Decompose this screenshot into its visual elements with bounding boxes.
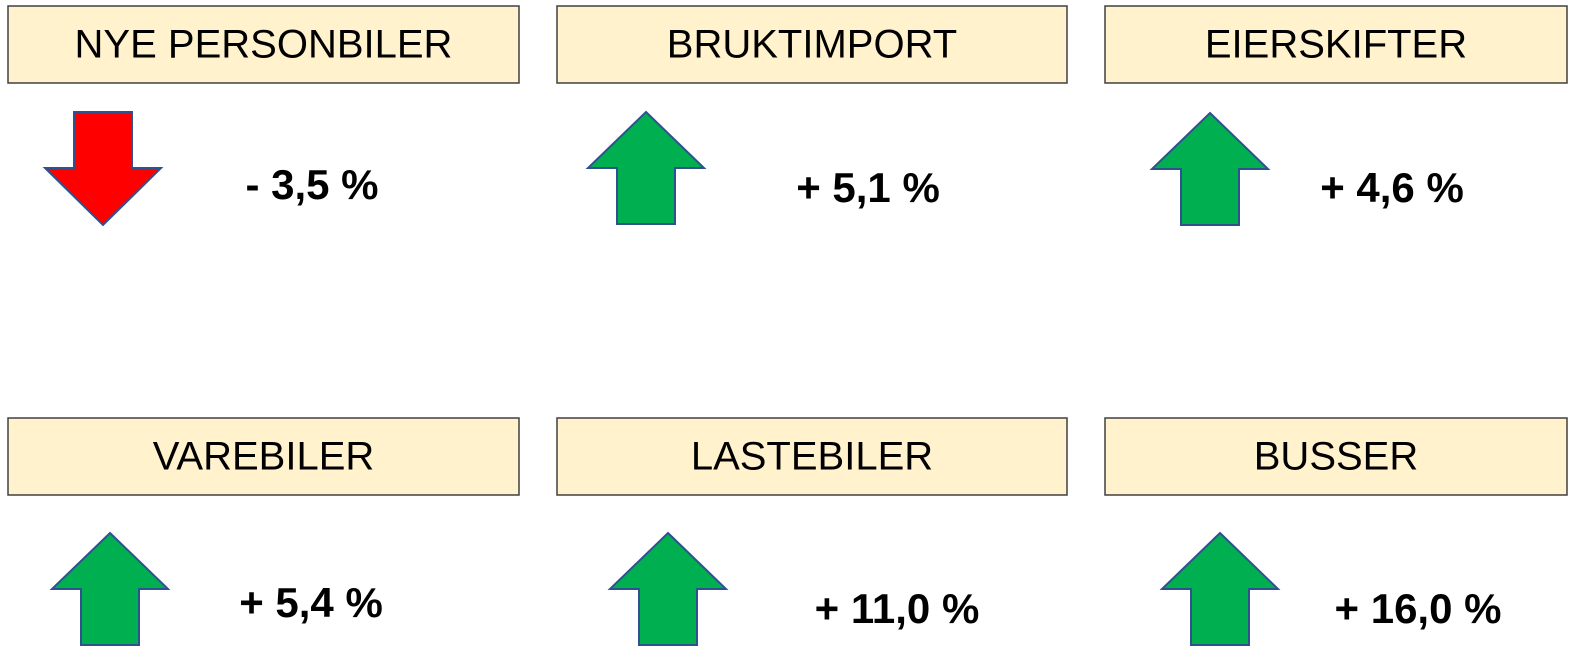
label-box [556,5,1068,84]
change-value: + 11,0 % [815,585,980,632]
change-value: + 5,1 % [796,164,940,211]
arrow-up [585,110,707,225]
label-box [1104,417,1568,496]
category-label: EIERSKIFTER [1205,23,1467,67]
category-label: VAREBILER [153,435,375,479]
category-label: LASTEBILER [691,435,933,479]
arrow-up [607,531,729,646]
label-box [7,417,520,496]
change-value: + 5,4 % [239,579,383,626]
arrow-down [42,111,164,227]
category-label: BRUKTIMPORT [667,23,957,67]
category-label: NYE PERSONBILER [75,23,453,67]
change-value: + 16,0 % [1335,585,1502,632]
change-value: + 4,6 % [1320,164,1464,211]
category-label: BUSSER [1254,435,1419,479]
arrow-up [1149,111,1271,226]
arrow-up [49,531,171,646]
label-box [556,417,1068,496]
label-box [7,5,520,84]
change-value: - 3,5 % [245,161,378,208]
arrow-up [1159,531,1281,646]
label-box [1104,5,1568,84]
